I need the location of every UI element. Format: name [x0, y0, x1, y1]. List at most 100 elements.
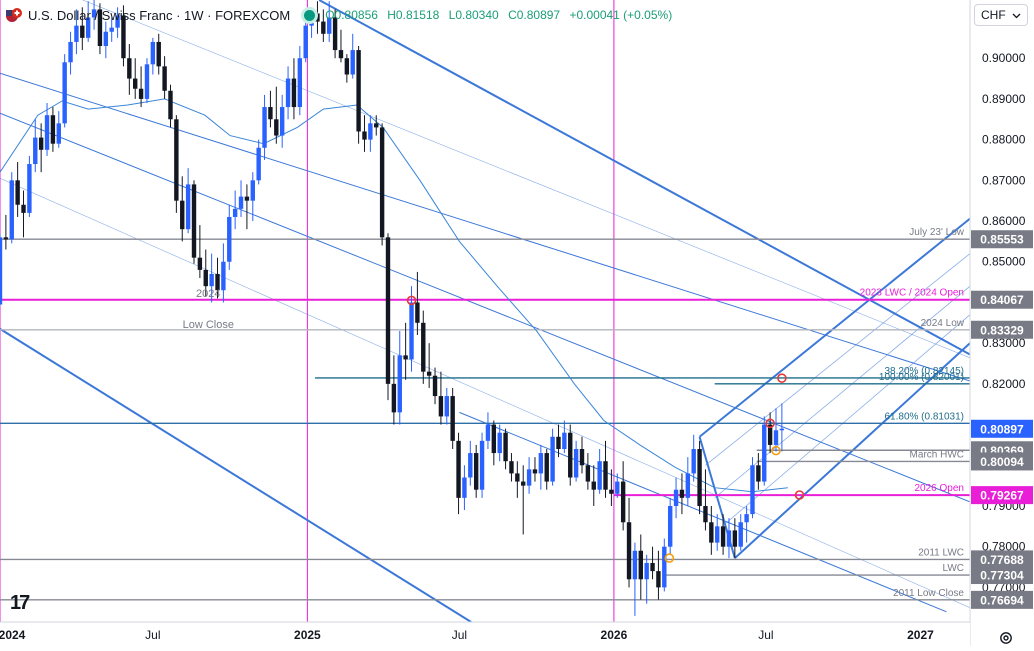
y-tick-label: 0.90000 — [982, 51, 1026, 65]
candle-body — [615, 481, 620, 494]
candle-body — [50, 115, 56, 144]
candle-body — [485, 424, 491, 441]
price-badge-label: 0.80094 — [980, 455, 1024, 469]
level-label: July 23' Low — [909, 227, 964, 238]
settings-gear-icon[interactable] — [998, 630, 1014, 650]
candle-body — [579, 448, 585, 466]
candle-body — [720, 526, 726, 547]
candle-body — [344, 58, 350, 75]
candle-body — [15, 180, 20, 205]
symbol-title[interactable]: U.S. Dollar / Swiss Franc · 1W · FOREXCO… — [28, 7, 291, 23]
candle-body — [650, 562, 655, 572]
y-tick-label: 0.82000 — [982, 377, 1026, 391]
candle-body — [603, 461, 608, 490]
candle-body — [133, 78, 138, 89]
candle-body — [656, 571, 661, 588]
candle-body — [767, 424, 773, 445]
level-label: March HWC — [910, 449, 964, 460]
candle-body — [638, 550, 643, 580]
candle-body — [80, 25, 85, 38]
level-label: 2011 Low Close — [893, 588, 964, 599]
open-value: O0.80856 — [325, 8, 378, 22]
x-tick-label: 2025 — [294, 628, 321, 642]
candle-body — [750, 465, 755, 515]
price-badge — [971, 320, 1033, 339]
candle-body — [27, 164, 32, 213]
candle-body — [521, 481, 526, 486]
candle-body — [526, 469, 532, 486]
change-value: +0.00041 (+0.05%) — [569, 8, 673, 22]
time-scale — [0, 622, 970, 646]
trend-line — [459, 411, 947, 613]
trend-line — [705, 253, 970, 466]
candle-body — [138, 88, 144, 99]
candle-body — [397, 355, 402, 413]
y-tick-label: 0.78000 — [982, 540, 1026, 554]
moving-average-line — [0, 98, 788, 493]
candle-body — [150, 41, 156, 65]
high-value: H0.81518 — [387, 8, 440, 22]
candle-body — [473, 453, 479, 490]
candle-body — [256, 147, 261, 181]
candle-body — [327, 17, 332, 34]
level-label: 2026 Open — [915, 483, 965, 494]
candle-body — [756, 465, 761, 482]
candle-body — [244, 196, 250, 201]
candle-body — [374, 123, 379, 128]
candle-body — [368, 123, 373, 140]
candle-body — [726, 530, 732, 547]
candle-body — [38, 137, 44, 150]
candle-body — [538, 453, 544, 474]
trend-line — [81, 0, 970, 359]
price-badge-label: 0.85553 — [980, 233, 1024, 247]
candle-body — [291, 78, 297, 108]
price-badge — [971, 486, 1033, 505]
x-tick-label: 2024 — [0, 628, 26, 642]
candle-body — [321, 21, 326, 34]
level-marker — [406, 295, 417, 306]
candle-body — [438, 396, 444, 417]
candle-body — [162, 66, 167, 91]
candle-body — [491, 424, 497, 454]
currency-selector[interactable]: CHF — [974, 4, 1028, 26]
candle-body — [33, 137, 38, 165]
price-badge-label: 0.77688 — [980, 553, 1024, 567]
level-label: LWC — [943, 563, 964, 574]
candle-body — [773, 430, 779, 445]
price-badge-label: 0.83329 — [980, 323, 1024, 337]
y-tick-label: 0.85000 — [982, 255, 1026, 269]
x-tick-label: Jul — [758, 628, 773, 642]
candle-body — [68, 41, 73, 63]
candle-body — [209, 273, 214, 287]
price-badge-label: 0.76694 — [980, 593, 1024, 607]
candle-body — [532, 469, 538, 474]
price-badge-label: 0.79267 — [980, 489, 1024, 503]
candle-body — [509, 461, 514, 474]
candle-body — [556, 436, 561, 449]
candle-body — [44, 115, 50, 150]
level-marker — [765, 418, 775, 429]
candle-body — [174, 119, 179, 201]
level-label: 2011 LWC — [918, 547, 964, 558]
price-badge-label: 0.77304 — [980, 569, 1024, 583]
candle-body — [544, 453, 549, 482]
candle-body — [450, 396, 455, 441]
price-badge-label: 0.84067 — [980, 293, 1024, 307]
symbol-header: U.S. Dollar / Swiss Franc · 1W · FOREXCO… — [0, 0, 970, 30]
candle-body — [297, 58, 303, 108]
candle-body — [667, 505, 673, 547]
trend-line — [721, 314, 970, 527]
candle-body — [662, 546, 667, 588]
candle-body — [274, 119, 279, 136]
level-label: 2023 LWC / 2024 Open — [860, 288, 964, 299]
candle-body — [109, 27, 114, 32]
candle-body — [74, 25, 79, 42]
level-marker — [664, 553, 675, 563]
candle-body — [591, 481, 596, 490]
candle-body — [673, 489, 679, 506]
tradingview-logo[interactable]: 17 — [10, 592, 30, 614]
candle-body — [103, 31, 109, 46]
candle-body — [385, 237, 391, 384]
